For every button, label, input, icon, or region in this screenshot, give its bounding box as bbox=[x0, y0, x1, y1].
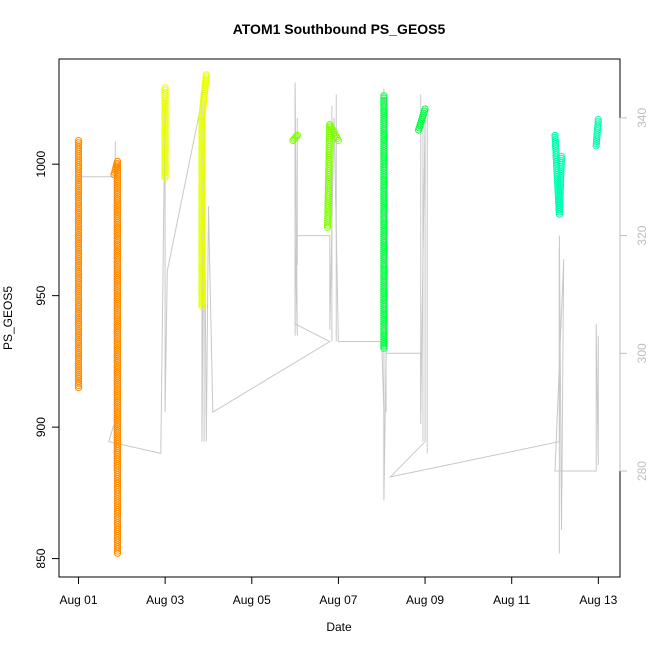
data-point bbox=[74, 136, 83, 145]
x-tick-label: Aug 01 bbox=[59, 593, 97, 607]
data-point bbox=[293, 131, 301, 139]
y-tick-label: 850 bbox=[34, 548, 48, 568]
data-point bbox=[202, 71, 210, 79]
data-point bbox=[557, 157, 566, 165]
y-axis: 850 900 950 1000 bbox=[34, 151, 60, 569]
data-point bbox=[594, 118, 602, 126]
y-tick-label: 900 bbox=[34, 417, 48, 437]
x-axis: Aug 01 Aug 03 Aug 05 Aug 07 Aug 09 Aug 11 Aug … bbox=[59, 576, 618, 607]
y2-tick-label: 320 bbox=[635, 225, 649, 245]
x-tick-label: Aug 13 bbox=[579, 593, 617, 607]
secondary-line bbox=[78, 88, 599, 530]
data-point bbox=[557, 152, 566, 160]
x-tick-label: Aug 03 bbox=[146, 593, 184, 607]
data-point bbox=[380, 92, 388, 100]
data-point bbox=[380, 94, 388, 102]
data-point bbox=[292, 133, 300, 141]
data-point bbox=[110, 171, 118, 179]
y2-tick-label: 340 bbox=[635, 108, 649, 128]
data-point bbox=[161, 88, 169, 96]
x-tick-label: Aug 11 bbox=[493, 593, 530, 607]
x-axis-label: Date bbox=[326, 620, 352, 634]
y2-axis: 280 300 320 340 bbox=[619, 108, 649, 481]
chart-title: ATOM1 Southbound PS_GEOS5 bbox=[233, 21, 446, 37]
x-tick-label: Aug 05 bbox=[233, 593, 271, 607]
secondary-lines bbox=[78, 82, 599, 554]
data-points bbox=[74, 71, 602, 557]
data-point bbox=[74, 141, 83, 149]
x-tick-label: Aug 09 bbox=[406, 593, 444, 607]
y-tick-label: 1000 bbox=[34, 151, 48, 178]
data-point bbox=[380, 96, 388, 104]
data-point bbox=[334, 136, 342, 145]
x-tick-label: Aug 07 bbox=[319, 593, 357, 607]
y-axis-label: PS_GEOS5 bbox=[1, 286, 15, 350]
data-point bbox=[557, 154, 566, 162]
y2-tick-label: 300 bbox=[635, 343, 649, 363]
data-point bbox=[161, 86, 169, 94]
data-point bbox=[161, 84, 169, 92]
data-point bbox=[74, 139, 83, 147]
data-point bbox=[594, 115, 602, 124]
y-tick-label: 950 bbox=[34, 285, 48, 305]
data-point bbox=[421, 105, 429, 113]
data-point bbox=[594, 120, 602, 128]
y2-tick-label: 280 bbox=[635, 461, 649, 481]
